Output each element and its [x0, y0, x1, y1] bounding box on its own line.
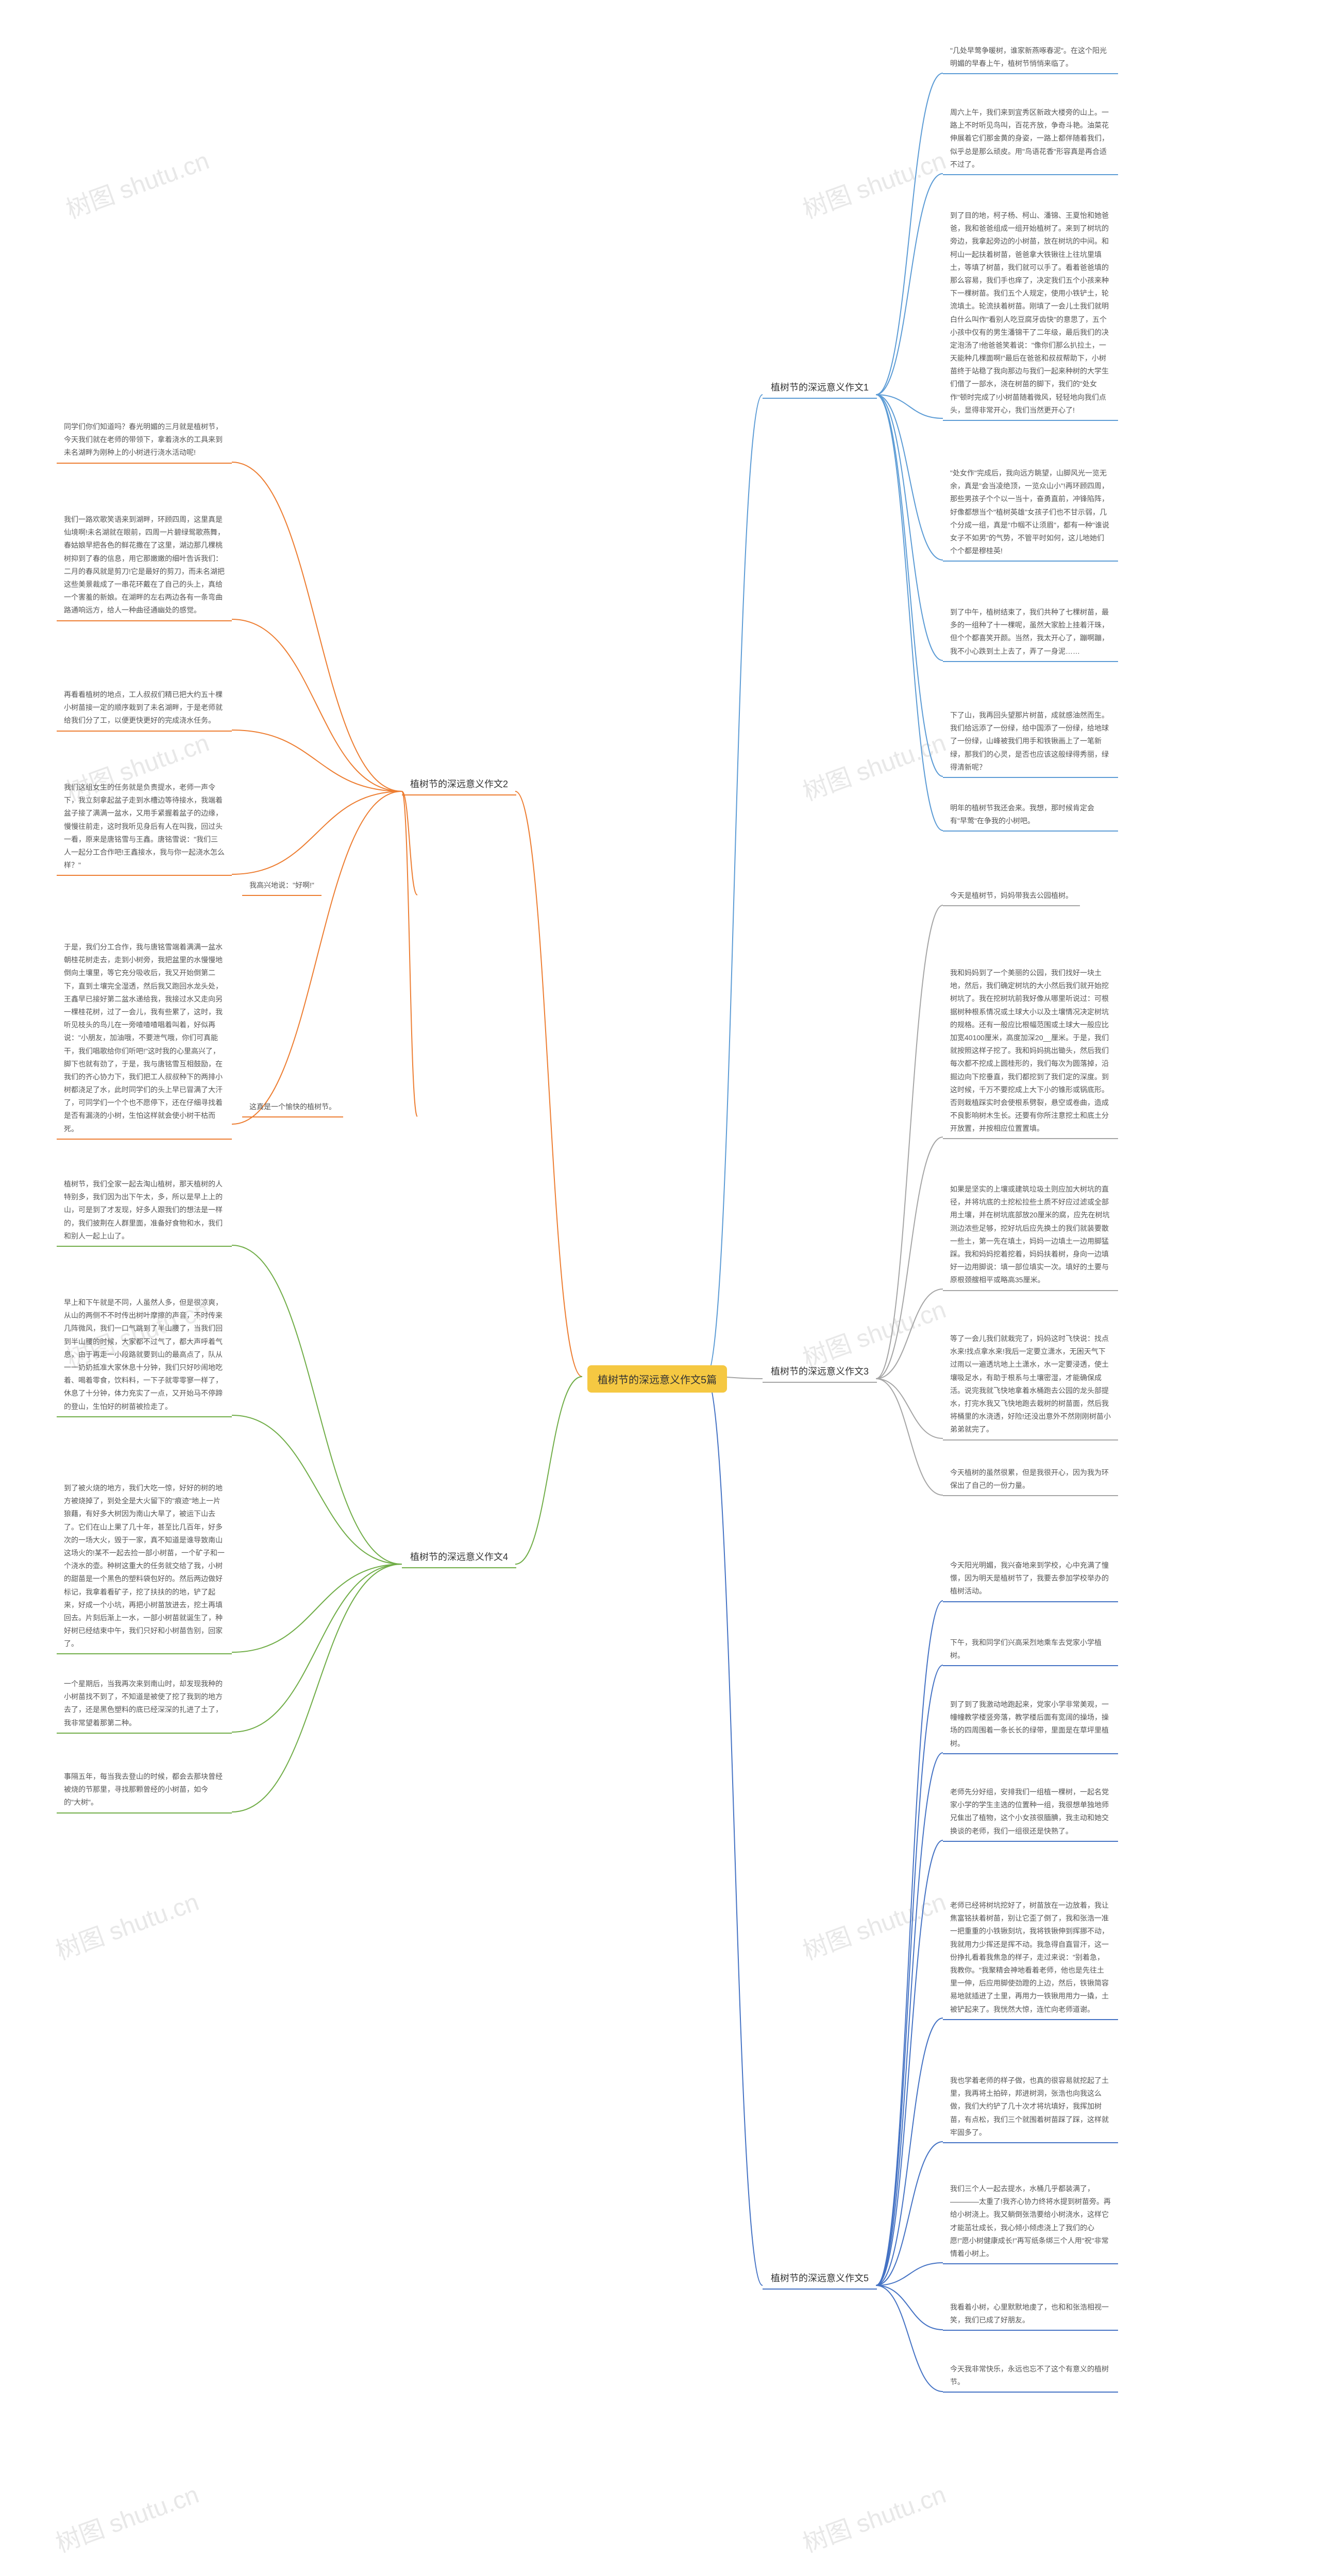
- leaf-node: 植树节，我们全家一起去淘山植树，那天植树的人特别多，我们因为出下午太，多，所以是…: [57, 1175, 232, 1247]
- leaf-node: 到了被火烧的地方，我们大吃一惊，好好的树的地方被烧掉了，到处全是大火留下的"痕迹…: [57, 1479, 232, 1654]
- leaf-node: "几处早莺争暖树，谁家新燕啄春泥"。在这个阳光明媚的早春上午，植树节悄悄来临了。: [943, 41, 1118, 74]
- leaf-node: 今天阳光明媚，我兴奋地来到学校，心中充满了憧憬，因为明天是植树节了，我要去参加学…: [943, 1556, 1118, 1602]
- branch-node[interactable]: 植树节的深远意义作文1: [763, 376, 877, 399]
- leaf-node: 再看看植树的地点，工人叔叔们精已把大约五十棵小树苗接一定的顺序栽到了未名湖畔，于…: [57, 685, 232, 732]
- branch-node[interactable]: 植树节的深远意义作文2: [402, 773, 516, 795]
- leaf-node: 于是，我们分工合作，我与唐铭雪端着满满一盆水朝桂花树走去，走到小树旁，我把盆里的…: [57, 938, 232, 1140]
- leaf-node: 到了目的地，柯子杨、柯山、潘锦、王夏怡和她爸爸，我和爸爸组成一组开始植树了。来到…: [943, 206, 1118, 421]
- leaf-node: 到了中午，植树结束了，我们共种了七棵树苗，最多的一组种了十一棵呢，虽然大家脸上挂…: [943, 603, 1118, 662]
- connector-svg: [0, 0, 1319, 2576]
- leaf-node: 早上和下午就是不同，人虽然人多，但是很凉爽，从山的两侧不不时传出树叶摩擦的声音，…: [57, 1293, 232, 1417]
- mindmap-container: 植树节的深远意义作文5篇 植树节的深远意义作文1 "几处早莺争暖树，谁家新燕啄春泥"…: [0, 0, 1319, 2576]
- leaf-node: "处女作"完成后，我向远方眺望，山脚风光一览无余，真是"会当凌绝顶，一览众山小"…: [943, 464, 1118, 562]
- branch-node[interactable]: 植树节的深远意义作文4: [402, 1546, 516, 1568]
- leaf-node: 同学们你们知道吗？春光明媚的三月就是植树节，今天我们就在老师的带领下，拿着浇水的…: [57, 417, 232, 464]
- leaf-node: 老师先分好组，安排我们一组植一棵树，一起名党家小学的学生主选的位置种一组，我很想…: [943, 1783, 1118, 1842]
- leaf-node: 这真是一个愉快的植树节。: [242, 1097, 343, 1117]
- leaf-node: 下了山，我再回头望那片树苗，成就感油然而生。我们给远添了一份绿，给中国添了一份绿…: [943, 706, 1118, 778]
- leaf-node: 我们这组女生的任务就是负责提水，老师一声令下，我立刻拿起盆子走到水槽边等待接水，…: [57, 778, 232, 876]
- leaf-node: 我高兴地说："好啊!": [242, 876, 322, 896]
- leaf-node: 我们三个人一起去提水，水桶几乎都装满了，————太重了!我齐心协力终将水提到树苗…: [943, 2179, 1118, 2264]
- branch-node[interactable]: 植树节的深远意义作文3: [763, 1360, 877, 1383]
- leaf-node: 老师已经将树坑挖好了，树苗放在一边放着，我让焦富铭扶着树苗，别让它歪了倒了，我和…: [943, 1896, 1118, 2020]
- center-node[interactable]: 植树节的深远意义作文5篇: [587, 1365, 727, 1393]
- leaf-node: 我也学着老师的样子做，也真的很容易就挖起了土里，我再将土拍碎，邦进树洞，张浩也向…: [943, 2071, 1118, 2143]
- leaf-node: 明年的植树节我还会来。我想，那时候肯定会有"早莺"在争我的小树吧。: [943, 799, 1118, 832]
- leaf-node: 如果是坚实的上壤或建筑垃圾土则应加大树坑的直径，并将坑底的土挖松拉些土质不好应过…: [943, 1180, 1118, 1291]
- leaf-node: 事隔五年，每当我去登山的时候，都会去那块曾经被烧的节那里，寻找那颗曾经的小树苗，…: [57, 1767, 232, 1814]
- leaf-node: 今天植树的虽然很累，但是我很开心，因为我为环保出了自己的一份力量。: [943, 1463, 1118, 1496]
- leaf-node: 下午，我和同学们兴高采烈地乘车去党家小学植树。: [943, 1633, 1118, 1666]
- leaf-node: 到了到了我激动地跑起来，党家小学非常美观，一幢幢教学楼竖旁落，教学楼后面有宽阔的…: [943, 1695, 1118, 1754]
- branch-node[interactable]: 植树节的深远意义作文5: [763, 2267, 877, 2290]
- leaf-node: 我和妈妈到了一个美丽的公园，我们找好一块土地，然后，我们确定树坑的大小然后我们就…: [943, 963, 1118, 1139]
- leaf-node: 我们一路欢歌笑语来到湖畔，环顾四周，这里真是仙境啊!未名湖就在眼前，四周一片碧绿…: [57, 510, 232, 621]
- leaf-node: 我看着小树，心里默默地虔了，也和和张浩相视一笑，我们已成了好朋友。: [943, 2298, 1118, 2331]
- leaf-node: 周六上午，我们来到宜秀区新政大楼旁的山上。一路上不时听见鸟叫，百花齐放，争奇斗艳…: [943, 103, 1118, 175]
- leaf-node: 等了一会儿我们就栽完了，妈妈这时飞快说：找点水来!找点拿水来!我后一定要立潇水，…: [943, 1329, 1118, 1440]
- leaf-node: 今天是植树节，妈妈带我去公园植树。: [943, 886, 1080, 906]
- leaf-node: 一个星期后，当我再次来到南山时，却发现我种的小树苗找不到了，不知道是被使了挖了我…: [57, 1674, 232, 1734]
- leaf-node: 今天我非常快乐，永远也忘不了这个有意义的植树节。: [943, 2360, 1118, 2393]
